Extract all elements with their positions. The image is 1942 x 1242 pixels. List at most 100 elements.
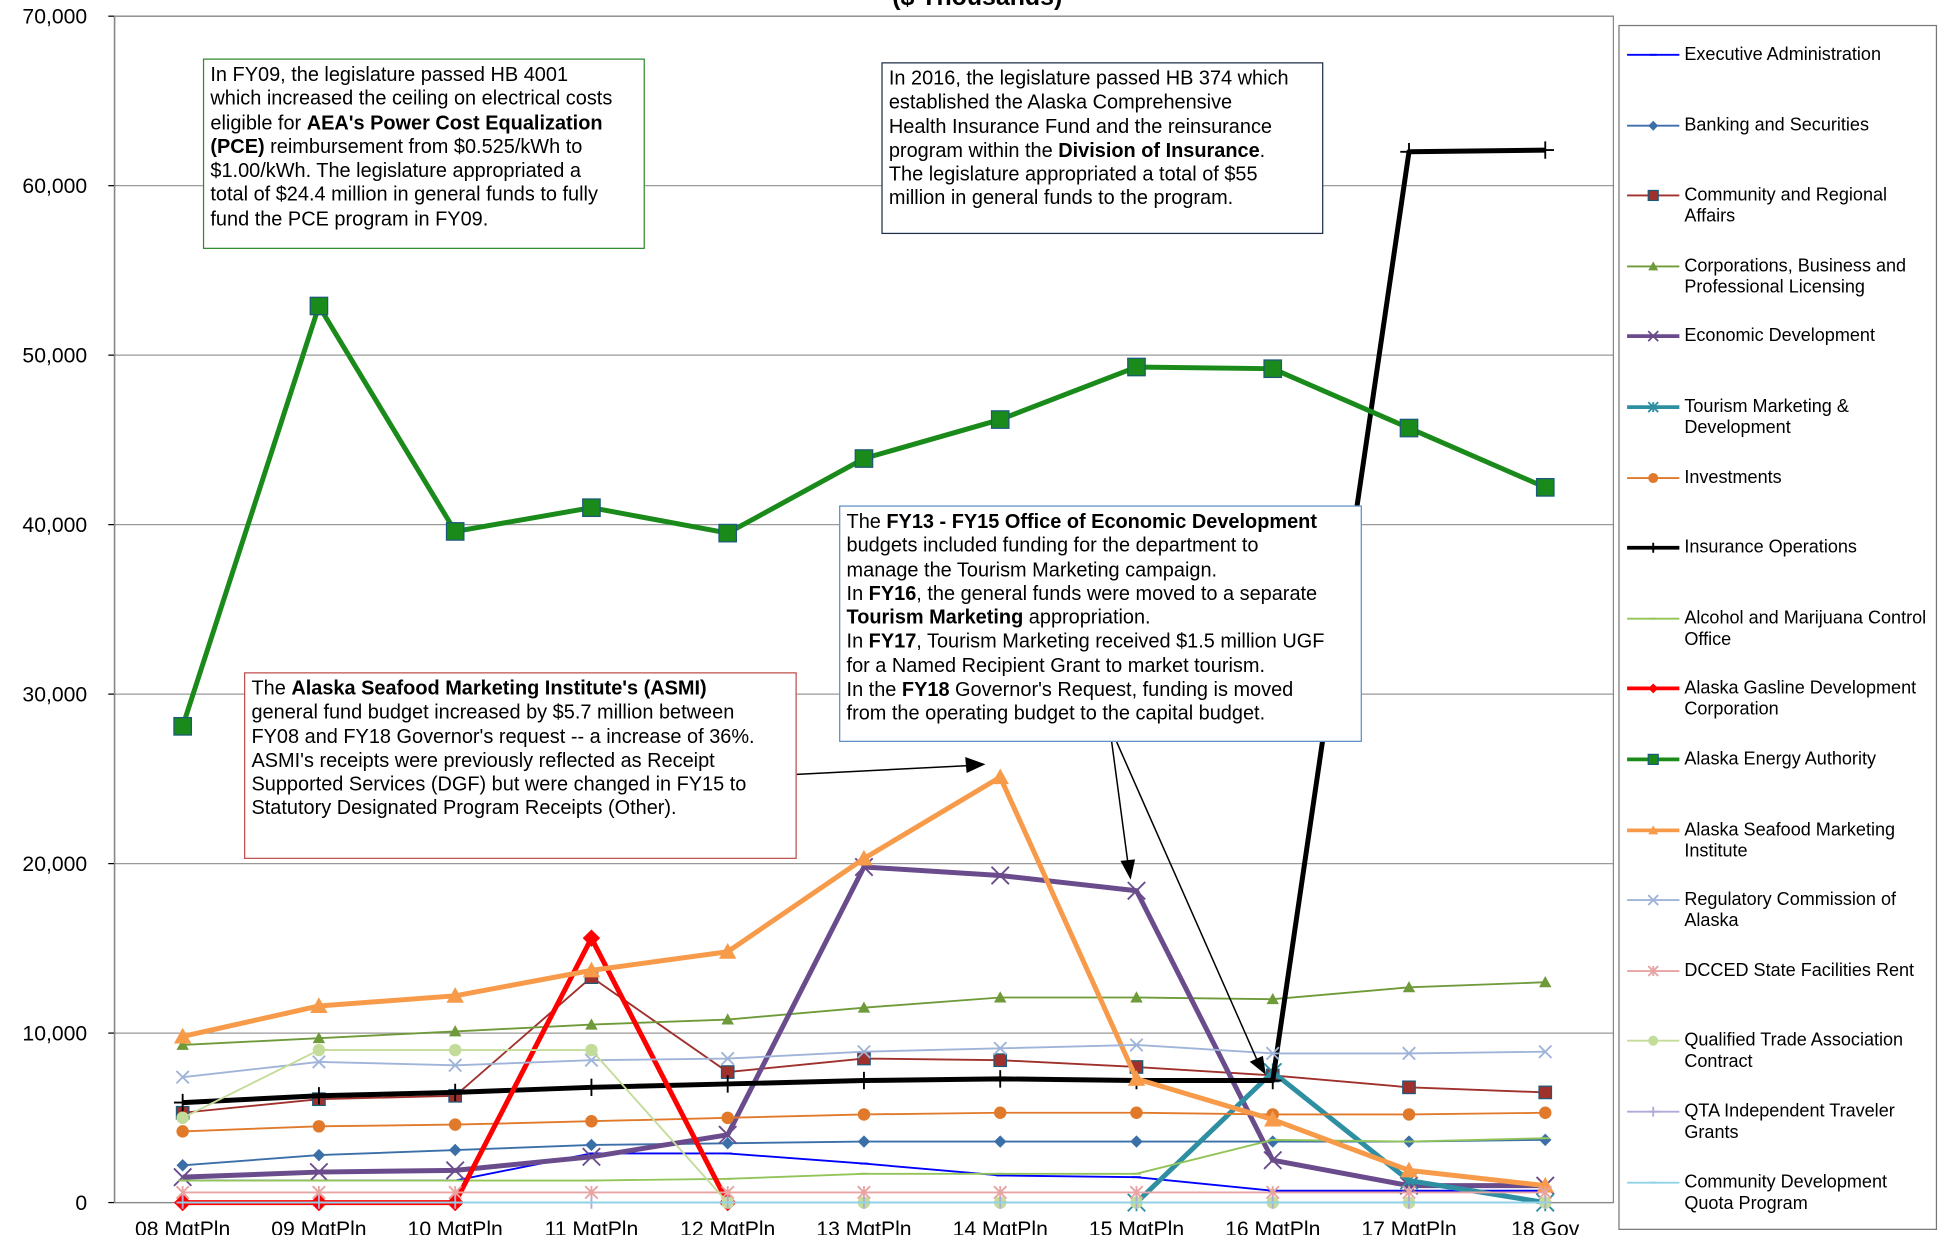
- marker: [855, 849, 873, 866]
- annotation-line: manage the Tourism Marketing campaign.: [847, 558, 1355, 582]
- legend-swatch: [1627, 824, 1680, 834]
- marker: [857, 1051, 871, 1066]
- legend-entry: Alaska Energy Authority: [1620, 749, 1936, 819]
- marker: [1648, 1036, 1659, 1047]
- annotation-text: established the Alaska Comprehensive: [888, 92, 1233, 114]
- legend-entry: Alaska Gasline Development Corporation: [1620, 679, 1936, 749]
- marker: [1647, 965, 1659, 977]
- annotation-line: FY08 and FY18 Governor's request -- a in…: [251, 725, 789, 749]
- legend-swatch: [1627, 1036, 1680, 1047]
- legend-swatch: [1627, 683, 1680, 694]
- marker: [1648, 683, 1659, 694]
- marker: [1647, 401, 1659, 413]
- legend-entry: Alcohol and Marijuana Control Office: [1620, 609, 1936, 679]
- legend-entry: Community and Regional Affairs: [1620, 186, 1936, 256]
- marker: [448, 1143, 462, 1157]
- marker: [582, 1078, 601, 1097]
- legend-label: Community Development Quota Program: [1684, 1172, 1888, 1214]
- marker: [718, 1125, 738, 1145]
- marker: [585, 1114, 598, 1128]
- marker: [854, 449, 874, 468]
- annotation-line: In 2016, the legislature passed HB 374 w…: [889, 67, 1316, 91]
- legend-label: Investments: [1684, 467, 1782, 488]
- annotation-line: for a Named Recipient Grant to market to…: [847, 655, 1355, 679]
- annotation-text: In: [846, 631, 869, 653]
- y-tick-label: 20,000: [22, 853, 87, 876]
- x-tick-label: 11 MgtPln: [545, 1218, 639, 1235]
- marker: [993, 1106, 1007, 1119]
- x-tick-label: 08 MgtPln: [135, 1218, 230, 1235]
- legend-swatch: [1627, 401, 1680, 413]
- y-tick-label: 60,000: [22, 175, 87, 198]
- legend-swatch: [1627, 53, 1680, 56]
- x-tick-label: 17 MgtPln: [1361, 1218, 1456, 1235]
- marker: [857, 1001, 871, 1013]
- marker: [1266, 992, 1279, 1005]
- marker: [1263, 1150, 1283, 1170]
- legend-swatch: [1627, 261, 1680, 271]
- legend-entry: DCCED State Facilities Rent: [1620, 961, 1936, 1031]
- legend-swatch: [1627, 617, 1680, 620]
- legend-swatch: [1627, 543, 1680, 553]
- annotation-line: Supported Services (DGF) but were change…: [251, 773, 789, 797]
- annotation-text: total of $24.4 million in general funds …: [210, 184, 598, 207]
- annotation-line: In FY17, Tourism Marketing received $1.5…: [847, 631, 1355, 655]
- marker: [1539, 1106, 1552, 1119]
- annotation-line: established the Alaska Comprehensive: [889, 91, 1316, 115]
- annotation-text: Health Insurance Fund and the reinsuranc…: [888, 116, 1272, 138]
- x-tick-label: 09 MgtPln: [271, 1218, 366, 1235]
- marker: [176, 1159, 189, 1172]
- marker: [445, 1160, 465, 1180]
- marker: [1402, 981, 1416, 993]
- legend: Executive Administration Banking and Secu…: [1618, 24, 1938, 1230]
- marker: [1536, 141, 1554, 159]
- marker: [990, 410, 1010, 429]
- marker: [309, 1162, 329, 1182]
- marker: [1129, 1038, 1144, 1052]
- marker: [176, 1125, 189, 1138]
- annotation-text: , Tourism Marketing received $1.5 millio…: [916, 631, 1325, 653]
- annotation-text: Alaska Seafood Marketing Institute's (AS…: [291, 678, 707, 700]
- marker: [446, 987, 464, 1003]
- legend-entry: Qualified Trade Association Contract: [1620, 1031, 1936, 1101]
- legend-swatch: [1627, 1106, 1680, 1117]
- annotation-text: from the operating budget to the capital…: [846, 703, 1266, 725]
- legend-swatch: [1627, 1181, 1680, 1184]
- marker: [173, 1027, 192, 1044]
- annotation-text: FY08 and FY18 Governor's request -- a in…: [251, 726, 755, 748]
- legend-swatch: [1627, 472, 1680, 483]
- marker: [448, 1058, 463, 1073]
- annotation-text: (PCE): [210, 136, 265, 158]
- x-tick-label: 16 MgtPln: [1225, 1218, 1320, 1235]
- x-tick-label: 15 MgtPln: [1089, 1218, 1184, 1235]
- annotation-line: which increased the ceiling on electrica…: [210, 88, 637, 112]
- annotation-text: The: [251, 678, 292, 700]
- annotation-text: reimbursement from $0.525/kWh to: [264, 136, 583, 158]
- annotation-text: Statutory Designated Program Receipts (O…: [251, 798, 677, 820]
- marker: [1264, 1110, 1282, 1127]
- legend-swatch: [1627, 753, 1680, 765]
- series-line: [182, 935, 730, 1206]
- marker: [176, 1111, 189, 1125]
- annotation-line: budgets included funding for the departm…: [847, 534, 1355, 558]
- marker: [448, 1043, 462, 1057]
- x-tick-label: 10 MgtPln: [408, 1218, 503, 1235]
- legend-label: QTA Independent Traveler Grants: [1684, 1101, 1895, 1143]
- marker: [1648, 472, 1659, 483]
- annotation-text: ASMI's receipts were previously reflecte…: [251, 750, 715, 772]
- annotation-line: The legislature appropriated a total of …: [889, 163, 1316, 187]
- marker: [991, 1070, 1009, 1088]
- legend-entry: Insurance Operations: [1620, 538, 1936, 608]
- legend-entry: Alaska Seafood Marketing Institute: [1620, 820, 1936, 890]
- annotation: In 2016, the legislature passed HB 374 w…: [881, 62, 1324, 235]
- legend-label: Insurance Operations: [1684, 538, 1857, 558]
- marker: [855, 1071, 873, 1090]
- annotation-line: The Alaska Seafood Marketing Institute's…: [251, 677, 789, 701]
- annotation-text: In: [846, 583, 869, 605]
- arrowhead: [1120, 859, 1136, 880]
- legend-entry: Economic Development: [1620, 327, 1936, 397]
- annotation-text: The legislature appropriated a total of …: [888, 164, 1258, 186]
- annotation-text: In FY09, the legislature passed HB 4001: [210, 64, 569, 86]
- annotation-text: FY18: [901, 679, 950, 701]
- marker: [1402, 1046, 1416, 1061]
